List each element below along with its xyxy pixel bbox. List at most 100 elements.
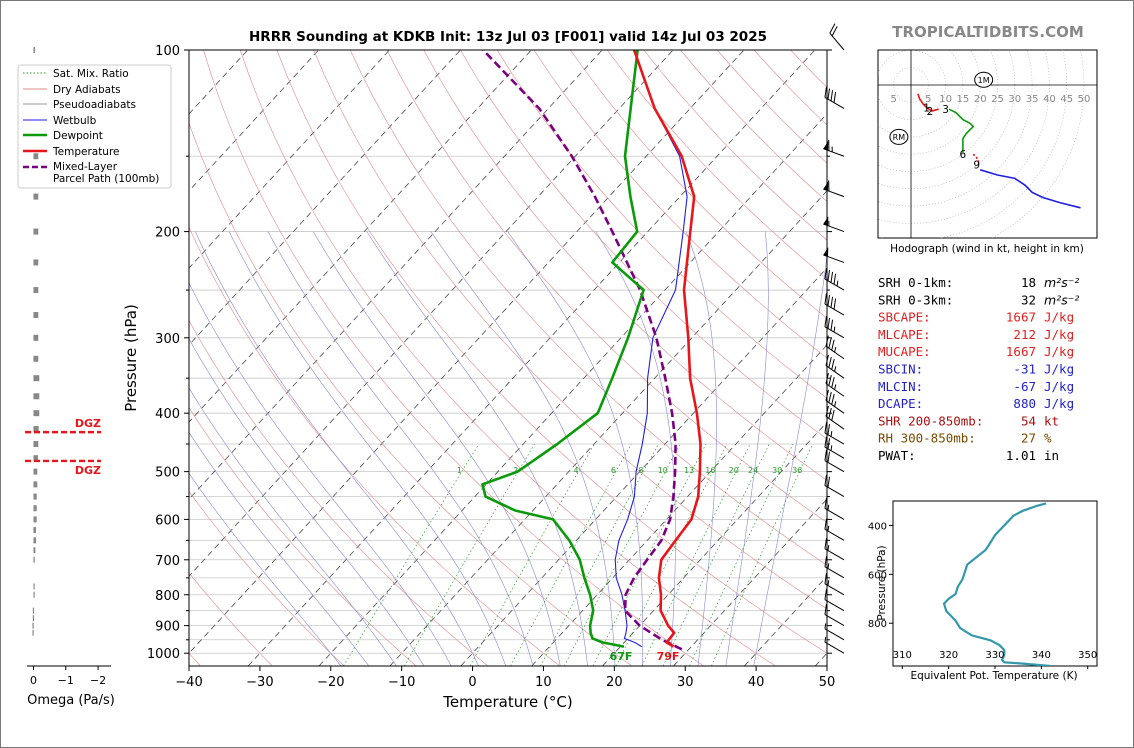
wind-barb xyxy=(824,268,845,291)
isotherm-line xyxy=(189,50,674,577)
theta-e-x-label: Equivalent Pot. Temperature (K) xyxy=(910,670,1077,682)
pseudoadiabat xyxy=(228,231,507,666)
brand-logo: TROPICALTIDBITS.COM xyxy=(892,23,1084,41)
skewt-legend: Sat. Mix. Ratio Dry Adiabats Pseudoadiabat… xyxy=(17,64,172,189)
wind-barb xyxy=(823,139,845,157)
pseudoadiabat xyxy=(189,282,452,666)
mixing-ratio-label: 10 xyxy=(658,466,668,475)
pseudoadiabat xyxy=(366,231,588,666)
omega-axis-label: Omega (Pa/s) xyxy=(27,693,115,708)
index-unit: J/kg xyxy=(1044,344,1074,359)
hodograph-ring-label: 10 xyxy=(939,94,952,105)
y-tick-label: 500 xyxy=(155,466,180,481)
index-unit: J/kg xyxy=(1044,362,1074,377)
y-tick-label: 200 xyxy=(155,226,180,241)
x-tick-label: 20 xyxy=(606,675,623,690)
hodograph-ring-label: 50 xyxy=(1078,94,1091,105)
wind-barb xyxy=(824,497,845,520)
index-label: SRH 0-1km: xyxy=(878,275,953,290)
parcel-path-line xyxy=(482,50,683,651)
wind-barb xyxy=(823,216,845,233)
mixing-ratio-line xyxy=(662,443,770,666)
omega-bar xyxy=(33,468,38,475)
theta-e-x-tick-label: 340 xyxy=(1032,650,1051,661)
wind-barb xyxy=(823,180,845,198)
x-tick-label: −30 xyxy=(246,675,273,690)
wind-barb xyxy=(824,636,845,654)
legend-label: Wetbulb xyxy=(53,115,97,127)
chart-title: HRRR Sounding at KDKB Init: 13z Jul 03 [… xyxy=(249,29,767,45)
dgz-label: DGZ xyxy=(75,464,101,477)
mixing-ratio-label: 2 xyxy=(513,466,518,475)
index-label: MUCAPE: xyxy=(878,344,931,359)
pseudoadiabat xyxy=(685,231,717,666)
wind-barb xyxy=(824,573,845,596)
omega-bar xyxy=(32,607,35,614)
legend-box xyxy=(17,64,172,189)
dry-adiabat xyxy=(350,50,827,566)
y-tick-label: 1000 xyxy=(147,647,180,662)
dewpoint-line xyxy=(481,50,645,648)
pseudoadiabat xyxy=(507,231,643,666)
skewt-frame xyxy=(188,49,828,667)
mixing-ratio-label: 36 xyxy=(792,466,802,475)
index-label: SBCIN: xyxy=(878,362,923,377)
index-label: SHR 200-850mb: xyxy=(878,413,983,428)
hodograph-height-label: 6 xyxy=(960,149,967,161)
wind-barb xyxy=(825,354,845,379)
dry-adiabat xyxy=(386,50,827,523)
mixing-ratio-label: 20 xyxy=(729,466,739,475)
omega-tick-label: −1 xyxy=(58,674,74,687)
wind-barb xyxy=(824,474,845,498)
mixing-ratio-line xyxy=(711,443,814,666)
x-tick-label: 40 xyxy=(748,675,765,690)
x-tick-label: 50 xyxy=(819,675,836,690)
theta-e-y-tick-label: 800 xyxy=(868,619,887,630)
wind-barb xyxy=(824,422,845,445)
hodograph-height-label: 1 xyxy=(923,102,930,114)
theta-e-y-label: Pressure (hPa) xyxy=(876,545,888,620)
index-value: 1667 xyxy=(1006,310,1036,325)
omega-bar xyxy=(33,583,35,590)
index-label: MLCIN: xyxy=(878,379,923,394)
y-tick-label: 100 xyxy=(155,44,180,59)
dry-adiabat xyxy=(533,50,827,359)
index-label: MLCAPE: xyxy=(878,327,931,342)
omega-bar xyxy=(33,355,39,362)
y-tick-label: 900 xyxy=(155,620,180,635)
surface-dewpoint-label: 67F xyxy=(610,650,633,663)
theta-e-panel: 310 320 330 340 350 400 600 800 xyxy=(868,500,1098,669)
mixing-ratio-line xyxy=(689,443,794,666)
dry-adiabat xyxy=(423,50,827,481)
x-tick-label: −40 xyxy=(175,675,202,690)
omega-bar xyxy=(33,481,38,488)
wind-barb xyxy=(824,538,845,561)
mixing-ratio-line xyxy=(540,443,659,666)
index-value: 880 xyxy=(1013,396,1036,411)
pseudoadiabat xyxy=(430,231,616,666)
index-unit: J/kg xyxy=(1044,396,1074,411)
index-unit: in xyxy=(1044,448,1059,463)
index-unit: J/kg xyxy=(1044,327,1074,342)
hodograph-segment xyxy=(948,108,975,153)
omega-panel: 0 −1 −2 DGZ DGZ xyxy=(25,47,111,687)
wind-barb xyxy=(825,405,845,430)
wind-barb xyxy=(825,389,845,414)
wetbulb-line xyxy=(614,50,688,648)
hodograph-ring-label: 40 xyxy=(1043,94,1056,105)
omega-bar xyxy=(33,493,37,500)
omega-tick-label: −2 xyxy=(90,674,106,687)
omega-bar xyxy=(33,375,40,382)
mixing-ratio-label: 8 xyxy=(638,466,643,475)
theta-e-frame xyxy=(892,500,1098,667)
omega-bar xyxy=(33,410,40,417)
dry-adiabat xyxy=(239,50,776,666)
omega-bar xyxy=(33,527,37,534)
index-value: 18 xyxy=(1021,275,1036,290)
wind-barb xyxy=(824,518,845,541)
hodograph-ring-label: 5 xyxy=(891,94,897,105)
theta-e-x-tick-label: 310 xyxy=(893,650,912,661)
dry-adiabat xyxy=(496,50,827,399)
y-tick-label: 300 xyxy=(155,332,180,347)
legend-label: Temperature xyxy=(52,146,120,158)
